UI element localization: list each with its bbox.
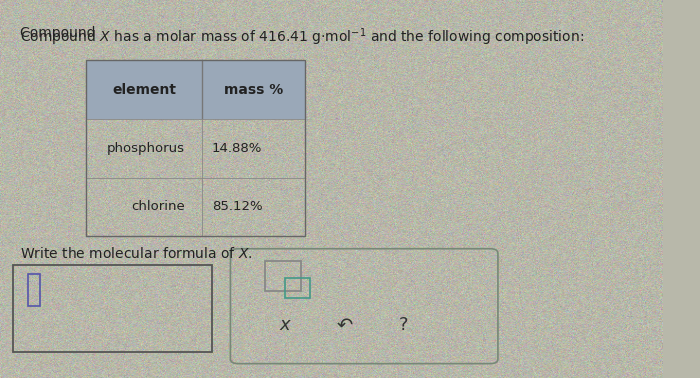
Bar: [28, 274, 40, 306]
Bar: [86, 60, 304, 236]
Text: Compound $\mathit{X}$ has a molar mass of 416.41 g$\cdot$mol$^{-1}$ and the foll: Compound $\mathit{X}$ has a molar mass o…: [20, 26, 584, 48]
Text: chlorine: chlorine: [131, 200, 185, 214]
Text: ↶: ↶: [336, 316, 353, 335]
Text: Write the molecular formula of $\mathit{X}$.: Write the molecular formula of $\mathit{…: [20, 246, 252, 261]
Text: Compound: Compound: [20, 26, 99, 40]
Text: ?: ?: [399, 316, 409, 334]
Text: 14.88%: 14.88%: [212, 142, 262, 155]
Text: phosphorus: phosphorus: [106, 142, 185, 155]
Text: mass %: mass %: [223, 83, 283, 97]
Text: x: x: [279, 316, 290, 334]
Bar: [13, 265, 212, 352]
Text: element: element: [112, 83, 176, 97]
Bar: [285, 277, 310, 298]
FancyBboxPatch shape: [86, 60, 304, 119]
Text: 85.12%: 85.12%: [212, 200, 262, 214]
Bar: [265, 261, 301, 291]
